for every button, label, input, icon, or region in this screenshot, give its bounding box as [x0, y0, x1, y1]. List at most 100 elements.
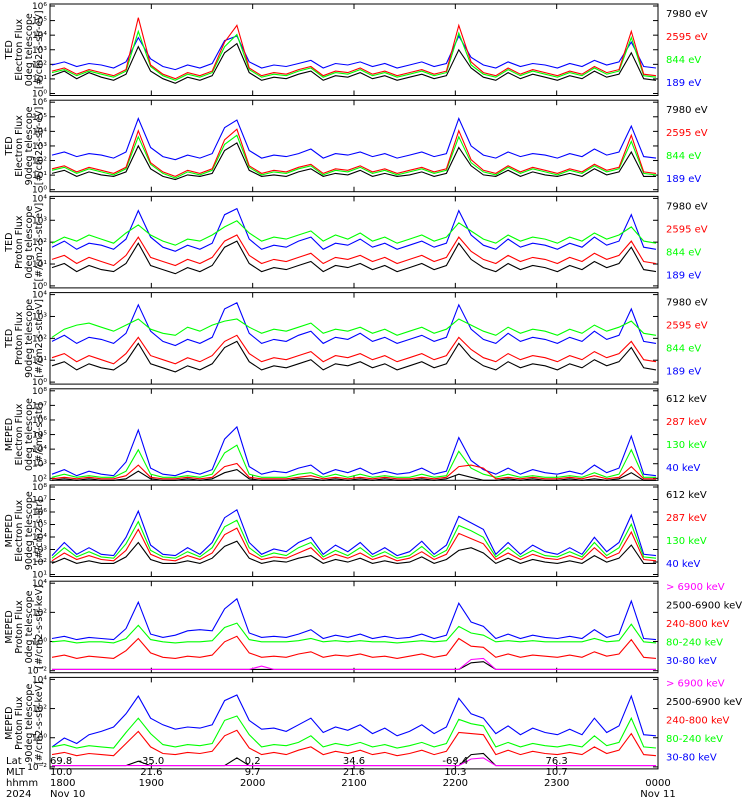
- y-tick-label: 10⁸: [32, 483, 47, 493]
- legend-entry: 189 eV: [666, 78, 701, 89]
- series-line-240-800-kev: [51, 635, 657, 659]
- footer-date-value: Nov 11: [640, 789, 675, 800]
- footer-mlt-value: 10.7: [546, 767, 568, 778]
- series-line-80-240-kev: [51, 622, 657, 644]
- legend-entry: 287 keV: [666, 513, 707, 524]
- y-axis-label: TEDElectron Flux90deg telescope[#/cm2-s-…: [4, 106, 45, 185]
- y-axis-label-line: Electron Flux: [14, 403, 25, 465]
- y-tick-label: 10⁰: [32, 638, 47, 648]
- legend-entry: 2500-6900 keV: [666, 601, 742, 612]
- legend-entry: 612 keV: [666, 394, 707, 405]
- y-axis-label: MEPEDElectron Flux90deg telescope[#/cm2-…: [4, 491, 45, 570]
- legend-entry: 844 eV: [666, 247, 701, 258]
- legend-entry: 844 eV: [666, 55, 701, 66]
- y-tick-label: 10¹: [32, 171, 47, 181]
- series-line-80-240-kev: [51, 715, 657, 749]
- y-tick-label: 10¹: [32, 571, 47, 581]
- y-tick-label: 10⁻²: [27, 763, 47, 773]
- y-axis-label-line: [#/cm2-s-str-keV]: [34, 585, 45, 669]
- y-axis-label-line: Electron Flux: [14, 500, 25, 562]
- y-axis-label-line: [#/cm2-s-str-eV]: [34, 10, 45, 89]
- y-axis-label-line: MEPED: [4, 610, 15, 643]
- y-tick-label: 10²: [32, 334, 47, 344]
- y-axis-label-line: MEPED: [4, 514, 15, 547]
- y-axis-label: MEPEDProton Flux0deg telescope[#/cm2-s-s…: [4, 585, 45, 669]
- y-tick-label: 10³: [32, 546, 47, 556]
- series-line-844-ev: [51, 134, 657, 179]
- footer-label-lat: Lat: [6, 756, 22, 767]
- legend-entry: 40 keV: [666, 559, 700, 570]
- footer-time-value: 1900: [139, 778, 164, 789]
- series-line-7980-ev: [51, 42, 657, 84]
- y-tick-label: 10⁵: [32, 113, 47, 123]
- y-axis-label-line: 0deg telescope: [24, 398, 35, 471]
- y-tick-label: 10²: [32, 60, 47, 70]
- footer-lat-value: -35.0: [138, 756, 164, 767]
- series-line-2595-ev: [51, 128, 657, 177]
- footer-time-value: 2200: [443, 778, 468, 789]
- series-line-287-kev: [51, 462, 656, 480]
- plot-frame: [49, 580, 659, 674]
- y-tick-label: 10¹: [32, 75, 47, 85]
- footer-time-value: 2100: [341, 778, 366, 789]
- footer-lat-value: 34.6: [343, 756, 365, 767]
- y-axis-label-line: 90deg telescope: [24, 684, 35, 763]
- legend-entry: 240-800 keV: [666, 715, 730, 726]
- y-tick-label: 10⁴: [32, 127, 47, 137]
- footer-time-value: 0000: [645, 778, 670, 789]
- y-tick-label: 10⁵: [32, 521, 47, 531]
- y-axis-label-line: Proton Flux: [14, 215, 25, 269]
- y-tick-label: 10⁵: [32, 431, 47, 441]
- y-tick-label: 10⁴: [32, 194, 47, 204]
- y-axis-label-line: Proton Flux: [14, 600, 25, 654]
- y-tick-label: 10⁷: [32, 496, 47, 506]
- y-axis-label-line: TED: [4, 40, 15, 60]
- footer-mlt-value: 21.6: [140, 767, 162, 778]
- y-tick-label: 10⁵: [32, 17, 47, 27]
- series-line-7980-ev: [51, 240, 657, 275]
- series-line--6900-kev: [52, 757, 656, 767]
- series-line-240-800-kev: [51, 729, 657, 757]
- series-line-130-kev: [51, 519, 657, 559]
- y-axis-label-line: TED: [4, 136, 15, 156]
- plot-frame: [49, 484, 659, 577]
- y-axis-label-line: [#/cm2-s-str-eV]: [34, 107, 45, 186]
- legend-entry: 844 eV: [666, 151, 701, 162]
- legend-entry: 287 keV: [666, 417, 707, 428]
- y-tick-label: 10²: [32, 238, 47, 248]
- y-tick-label: 10⁸: [32, 387, 47, 397]
- legend-entry: 80-240 keV: [666, 638, 723, 649]
- legend-entry: 240-800 keV: [666, 619, 730, 630]
- series-line--6900-kev: [52, 657, 656, 670]
- y-tick-label: 10¹: [32, 356, 47, 366]
- legend-entry: 189 eV: [666, 270, 701, 281]
- y-axis-label-line: [#/cm2-s-str]: [34, 499, 45, 562]
- y-tick-label: 10⁴: [32, 31, 47, 41]
- legend-entry: 30-80 keV: [666, 656, 717, 667]
- y-tick-label: 10¹: [32, 260, 47, 270]
- y-tick-label: 10⁶: [32, 508, 47, 518]
- y-axis-label-line: 0deg telescope: [24, 206, 35, 279]
- y-axis-label: MEPEDProton Flux90deg telescope[#/cm2-s-…: [4, 681, 45, 765]
- footer-time-value: 1800: [50, 778, 75, 789]
- y-tick-label: 10⁴: [32, 533, 47, 543]
- series-line-30-80-kev: [51, 694, 657, 748]
- series-line-844-ev: [51, 29, 657, 81]
- y-axis-label-line: Proton Flux: [14, 311, 25, 365]
- footer-label-mlt: MLT: [6, 767, 26, 778]
- legend-entry: 612 keV: [666, 490, 707, 501]
- legend-entry: > 6900 keV: [666, 582, 725, 593]
- legend-entry: 2595 eV: [666, 32, 708, 43]
- legend-entry: 7980 eV: [666, 105, 708, 116]
- plot-frame: [49, 388, 659, 481]
- y-axis-label-line: 90deg telescope: [24, 299, 35, 378]
